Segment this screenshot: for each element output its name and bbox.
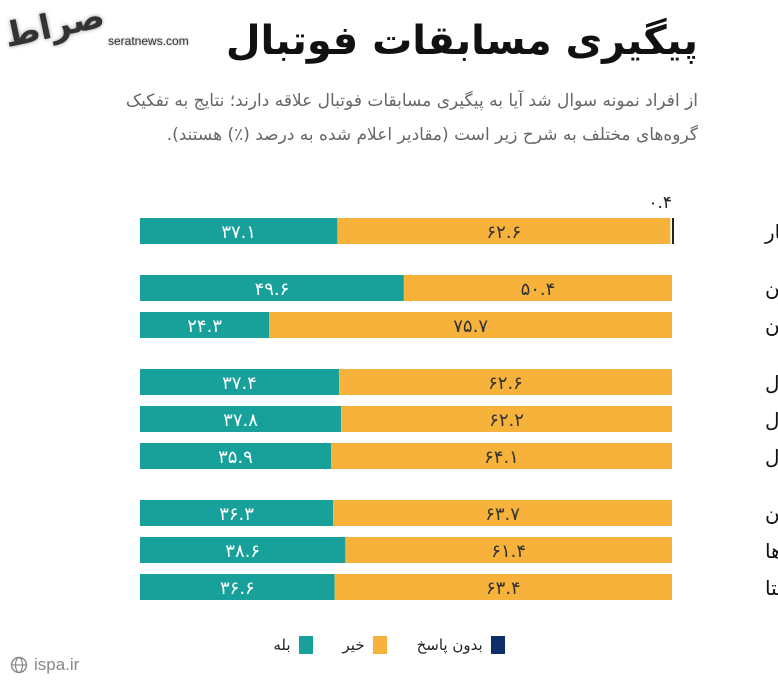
bar-no <box>403 275 672 301</box>
bar-yes <box>140 312 270 338</box>
label-yes: ۳۸.۶ <box>225 541 260 562</box>
legend-item-none: بدون پاسخ <box>417 636 505 654</box>
label-yes: ۳۶.۳ <box>219 504 254 525</box>
legend: بدون پاسخ خیر بله <box>0 636 778 654</box>
label-yes: ۳۵.۹ <box>218 447 253 468</box>
bar-no <box>334 574 672 600</box>
category-label: روستا <box>765 576 778 600</box>
bar-no <box>333 500 672 526</box>
legend-swatch-no <box>372 636 387 654</box>
label-no: ۶۳.۴ <box>486 578 521 599</box>
footer-source: ispa.ir <box>10 655 79 675</box>
category-label: ۳۰-۴۹ سال <box>765 408 778 432</box>
bar-no <box>341 406 672 432</box>
bar-yes <box>140 537 346 563</box>
legend-label-no: خیر <box>342 636 365 654</box>
category-label: مرکز استان <box>765 502 778 526</box>
logo-site: seratnews.com <box>108 34 189 48</box>
label-yes: ۳۷.۴ <box>222 373 257 394</box>
label-none: ۰.۴ <box>648 193 672 213</box>
bar-none <box>672 218 674 244</box>
category-label: مردان <box>765 277 778 301</box>
bar-yes <box>140 406 342 432</box>
legend-label-none: بدون پاسخ <box>416 636 483 654</box>
label-yes: ۳۷.۸ <box>223 410 258 431</box>
bar-yes <box>140 369 339 395</box>
chart-subtitle: از افراد نمونه سوال شد آیا به پیگیری مسا… <box>125 91 698 145</box>
footer-site: ispa.ir <box>34 655 80 674</box>
label-no: ۶۲.۶ <box>488 373 523 394</box>
globe-icon <box>10 656 28 674</box>
category-label: کل آمار <box>764 219 778 244</box>
label-no: ۶۳.۷ <box>485 504 520 525</box>
legend-swatch-none <box>490 636 505 654</box>
category-label: +۵۰ سال <box>765 445 778 469</box>
category-label: زنان <box>765 314 778 338</box>
seratnews-logo: صراط seratnews.com <box>1 0 204 60</box>
bar-yes <box>140 500 334 526</box>
bar-yes <box>140 275 404 301</box>
category-label: ۱۸-۲۹ سال <box>765 371 778 395</box>
label-no: ۷۵.۷ <box>453 316 488 337</box>
chart-title: پیگیری مسابقات فوتبال <box>225 18 698 64</box>
legend-label-yes: بله <box>273 636 291 654</box>
legend-item-yes: بله <box>273 636 313 654</box>
label-no: ۶۱.۴ <box>491 541 526 562</box>
legend-swatch-yes <box>298 636 313 654</box>
category-label: سایر شهرها <box>765 539 778 563</box>
bar-no <box>269 312 672 338</box>
legend-item-no: خیر <box>343 636 387 654</box>
bar-no <box>337 218 671 244</box>
bar-yes <box>140 443 331 469</box>
label-no: ۵۰.۴ <box>521 279 556 300</box>
label-no: ۶۴.۱ <box>484 447 519 468</box>
label-no: ۶۲.۲ <box>489 410 524 431</box>
bar-yes <box>140 574 335 600</box>
label-yes: ۴۹.۶ <box>255 279 290 300</box>
label-no: ۶۲.۶ <box>487 222 522 243</box>
bar-no <box>338 369 672 395</box>
bar-no <box>330 443 672 469</box>
label-yes: ۲۴.۳ <box>187 316 222 337</box>
label-yes: ۳۶.۶ <box>220 578 255 599</box>
bar-no <box>345 537 672 563</box>
bar-yes <box>140 218 338 244</box>
label-yes: ۳۷.۱ <box>221 222 256 243</box>
